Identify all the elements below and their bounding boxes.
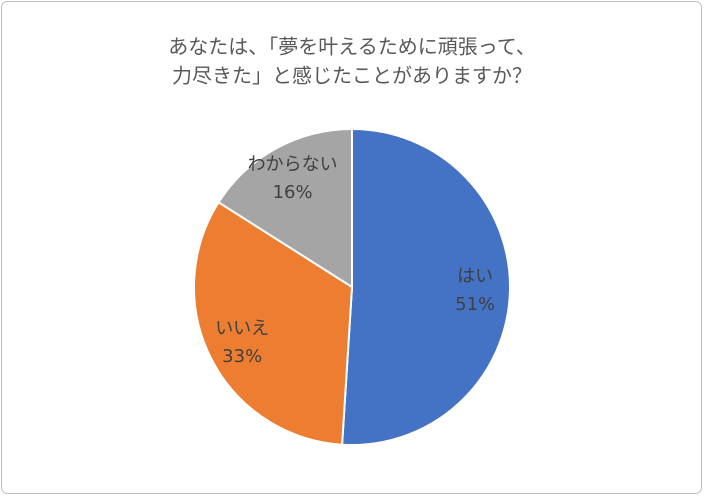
data-label-value: 16%: [273, 182, 313, 203]
data-label-category: いいえ: [215, 318, 269, 339]
data-label-value: 51%: [455, 294, 495, 315]
data-label-category: わからない: [248, 154, 338, 175]
pie-slice: [341, 127, 512, 446]
pie-slice: [217, 127, 353, 289]
data-label-category: はい: [457, 266, 493, 287]
chart-title: あなたは、「夢を叶えるために頑張って、: [168, 35, 535, 59]
chart-title: 力尽きた」と感じたことがありますか？: [172, 64, 532, 88]
data-label-value: 33%: [222, 346, 262, 367]
